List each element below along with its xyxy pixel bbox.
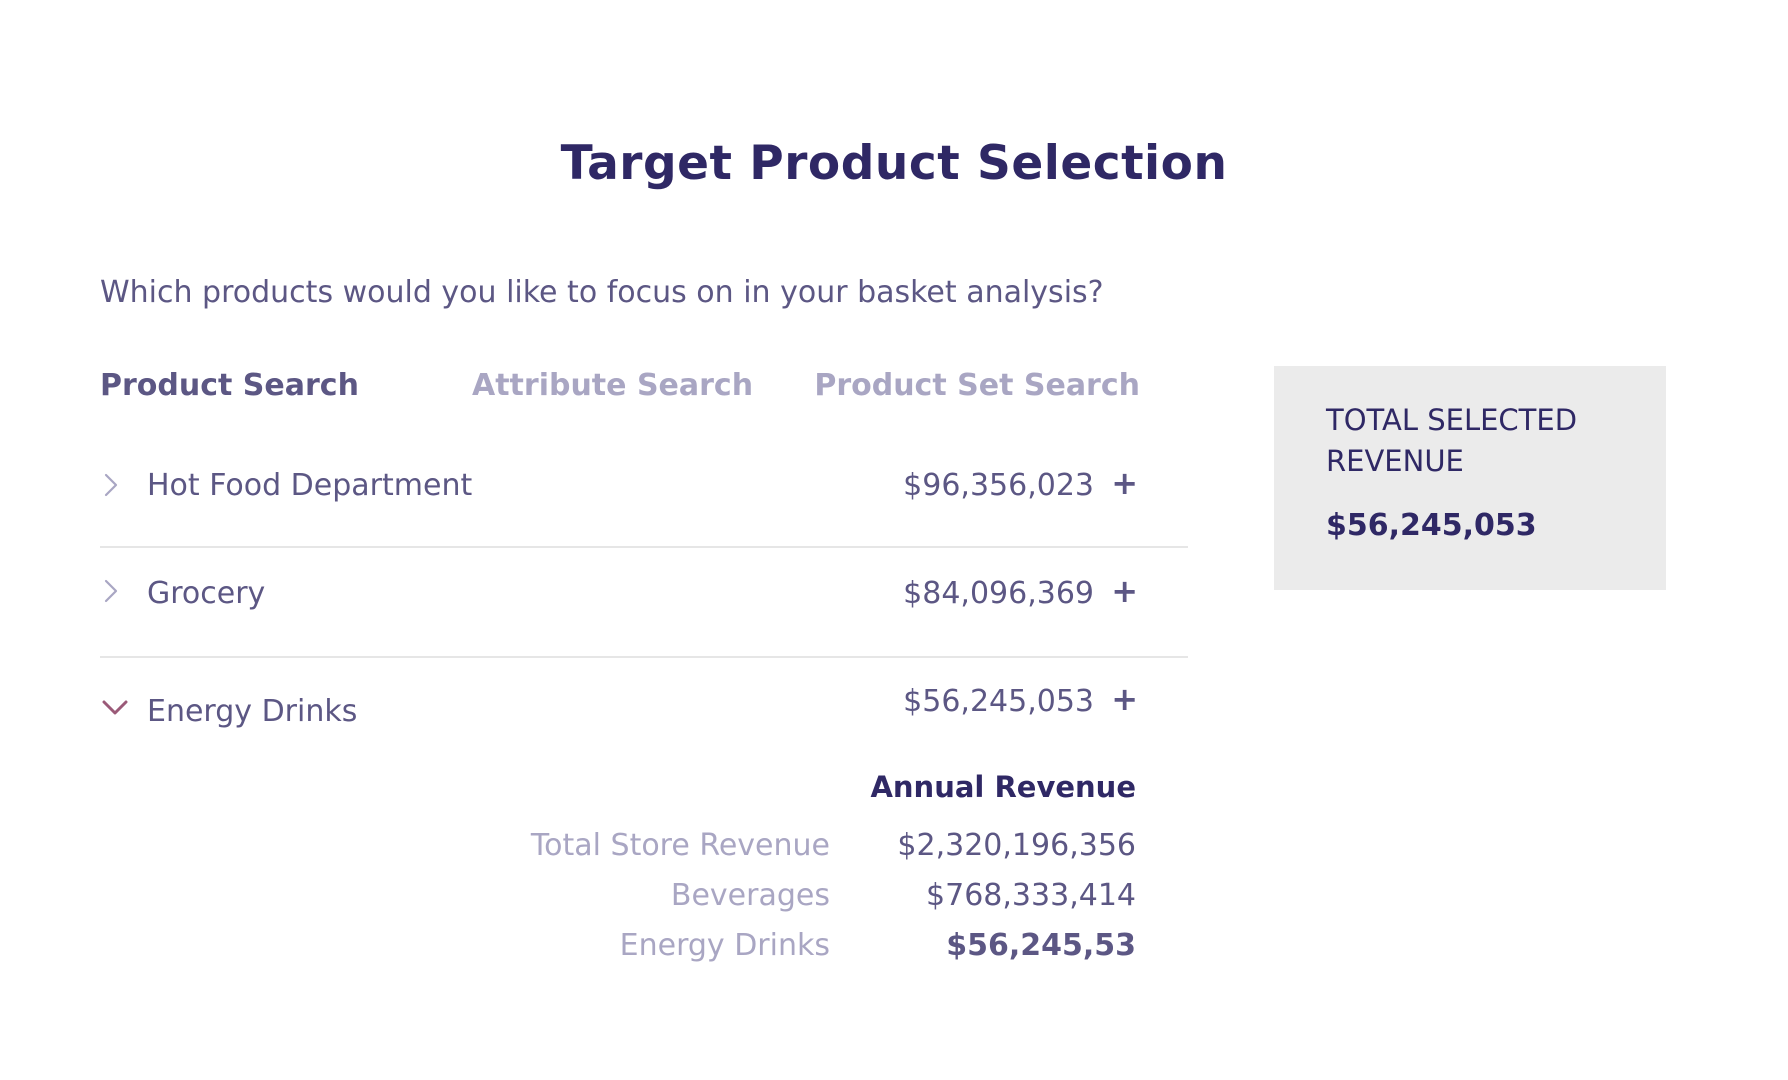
breakdown-value: $2,320,196,356 <box>897 828 1136 863</box>
breakdown-row: Beverages $768,333,414 <box>480 878 1136 928</box>
product-name: Energy Drinks <box>147 694 358 729</box>
product-revenue: $84,096,369 <box>903 576 1094 611</box>
product-revenue: $96,356,023 <box>903 468 1094 503</box>
product-row-hot-food[interactable]: Hot Food Department $96,356,023 + <box>100 446 1188 548</box>
breakdown-row: Energy Drinks $56,245,53 <box>480 928 1136 978</box>
chevron-right-icon[interactable] <box>100 470 124 500</box>
tab-product-set-search[interactable]: Product Set Search <box>814 368 1140 403</box>
breakdown-value: $768,333,414 <box>926 878 1136 913</box>
product-row-grocery[interactable]: Grocery $84,096,369 + <box>100 548 1188 658</box>
page-title: Target Product Selection <box>560 136 1228 191</box>
product-revenue: $56,245,053 <box>903 684 1094 719</box>
annual-revenue-header: Annual Revenue <box>870 770 1136 804</box>
plus-icon[interactable]: + <box>1111 464 1138 502</box>
product-name: Grocery <box>147 576 266 611</box>
total-selected-revenue-label: TOTAL SELECTED REVENUE <box>1326 403 1578 478</box>
tab-attribute-search[interactable]: Attribute Search <box>472 368 754 403</box>
search-tabs: Product Search Attribute Search Product … <box>100 368 1140 408</box>
plus-icon[interactable]: + <box>1111 680 1138 718</box>
product-list: Hot Food Department $96,356,023 + Grocer… <box>100 446 1188 758</box>
total-selected-revenue-panel: TOTAL SELECTED REVENUE $56,245,053 <box>1274 366 1666 590</box>
product-name: Hot Food Department <box>147 468 473 503</box>
chevron-down-icon[interactable] <box>100 696 130 726</box>
question-text: Which products would you like to focus o… <box>100 275 1104 310</box>
plus-icon[interactable]: + <box>1111 572 1138 610</box>
product-row-energy-drinks[interactable]: Energy Drinks $56,245,053 + <box>100 658 1188 758</box>
chevron-right-icon[interactable] <box>100 576 124 606</box>
annual-revenue-breakdown: Annual Revenue Total Store Revenue $2,32… <box>480 770 1136 978</box>
breakdown-label: Beverages <box>670 878 830 913</box>
breakdown-value: $56,245,53 <box>946 928 1136 963</box>
total-selected-revenue-value: $56,245,053 <box>1326 508 1537 543</box>
tab-product-search[interactable]: Product Search <box>100 368 359 403</box>
breakdown-row: Total Store Revenue $2,320,196,356 <box>480 828 1136 878</box>
breakdown-label: Energy Drinks <box>619 928 830 963</box>
breakdown-label: Total Store Revenue <box>530 828 830 863</box>
